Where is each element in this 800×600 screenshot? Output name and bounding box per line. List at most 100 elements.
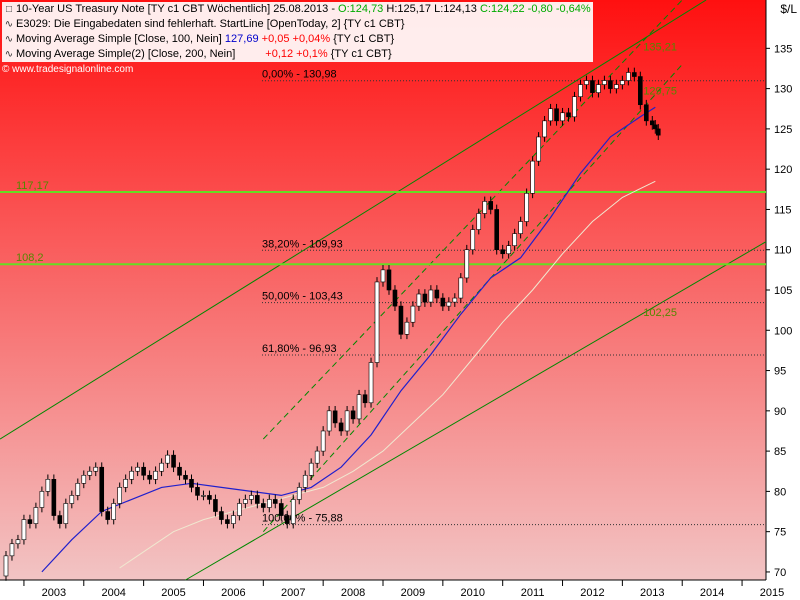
candle-body	[243, 499, 248, 504]
y-tick-label: 70	[774, 567, 786, 579]
candle-body	[290, 499, 296, 524]
candle-body	[15, 539, 21, 545]
fibonacci-label: 0,00% - 130,98	[262, 69, 337, 81]
candle-body	[374, 281, 380, 363]
candle-body	[608, 80, 613, 89]
legend-row-ma100[interactable]: ∿ Moving Average Simple [Close, 100, Nei…	[2, 32, 593, 47]
candle-body	[356, 394, 362, 420]
legend: □ 10-Year US Treasury Note [TY c1 CBT Wö…	[2, 2, 593, 77]
candle-body	[566, 112, 571, 118]
legend-row-error[interactable]: ∿ E3029: Die Eingabedaten sind fehlerhaf…	[2, 17, 593, 32]
ma200-change: +0,12 +0,1%	[265, 48, 328, 60]
candle-body	[398, 305, 404, 335]
x-tick-label: 2012	[580, 587, 604, 599]
candle-body	[135, 466, 140, 472]
candle-body	[626, 72, 631, 81]
candle-body	[261, 503, 266, 508]
y-tick-label: 135	[774, 43, 792, 55]
y-tick-label: 125	[774, 124, 792, 136]
candle-body	[452, 297, 458, 303]
candle-body	[368, 362, 374, 404]
horizontal-level-label: 108,2	[16, 252, 44, 264]
candle-body	[410, 305, 416, 323]
candle-body	[105, 511, 111, 520]
candle-body	[75, 483, 81, 496]
price-candles	[3, 67, 661, 581]
ma100-symbol: {TY c1 CBT}	[333, 33, 395, 45]
candle-body	[554, 108, 559, 122]
candle-body	[278, 503, 284, 516]
candle-body	[584, 80, 589, 85]
candle-body	[93, 466, 99, 472]
legend-row-ma200[interactable]: ∿ Moving Average Simple(2) [Close, 200, …	[2, 47, 593, 62]
candle-body	[470, 229, 476, 251]
candle-body	[177, 466, 182, 476]
fibonacci-label: 38,20% - 109,93	[262, 238, 343, 250]
candle-body	[123, 479, 128, 488]
candle-body	[195, 487, 200, 496]
ma100-line	[41, 106, 656, 573]
x-tick-label: 2005	[161, 587, 185, 599]
candle-body	[494, 209, 500, 251]
instrument-open: O:124,73	[338, 3, 384, 15]
candle-body	[266, 499, 272, 508]
candle-body	[530, 160, 535, 194]
candle-body	[81, 474, 87, 484]
channel-price-label: 135,21	[643, 42, 677, 54]
candle-body	[231, 515, 236, 524]
fibonacci-label: 100,00% - 75,88	[262, 513, 343, 525]
candle-body	[638, 76, 643, 106]
candle-body	[183, 474, 188, 480]
candle-body	[488, 201, 494, 210]
x-axis-panel	[0, 580, 766, 600]
candle-body	[308, 462, 314, 476]
channel-line-outer-upper	[0, 0, 707, 440]
ma100-value: 127,69	[224, 33, 259, 45]
candle-body	[614, 84, 619, 89]
fibonacci-label: 61,80% - 96,93	[262, 343, 337, 355]
candle-body	[422, 293, 428, 303]
x-tick-label: 2008	[341, 587, 365, 599]
candle-body	[45, 479, 51, 492]
channel-labels: 135,21 129,75 102,25	[643, 42, 677, 320]
instrument-close: C:124,22 -0,80 -0,64%	[479, 3, 591, 15]
candle-body	[596, 84, 601, 93]
y-tick-label: 115	[774, 204, 792, 216]
candle-body	[159, 462, 164, 472]
candle-body	[578, 84, 583, 97]
y-tick-label: 75	[774, 527, 786, 539]
fibonacci-levels: 0,00% - 130,98 38,20% - 109,93 50,00% - 10…	[262, 69, 766, 526]
y-tick-label: 80	[774, 486, 786, 498]
candle-body	[141, 466, 146, 476]
candle-body	[500, 249, 505, 255]
y-tick-label: 105	[774, 285, 792, 297]
candle-body	[249, 495, 254, 500]
candle-body	[518, 221, 523, 234]
ma200-symbol: {TY c1 CBT}	[330, 48, 392, 60]
candle-body	[458, 277, 464, 299]
y-tick-label: 110	[774, 245, 792, 257]
channel-price-label: 129,75	[643, 86, 677, 98]
candle-body	[189, 479, 194, 488]
candle-body	[548, 108, 553, 122]
candle-body	[237, 503, 242, 516]
candle-body	[111, 503, 117, 520]
candle-body	[21, 519, 27, 541]
ma200-label: Moving Average Simple(2) [Close, 200, Ne…	[16, 48, 236, 60]
indicator-line-icon: ∿	[4, 19, 14, 30]
channel-line-inner-lower	[262, 64, 683, 533]
candle-body	[153, 470, 158, 480]
candle-body	[434, 289, 440, 299]
candle-body	[27, 519, 33, 524]
x-tick-label: 2010	[461, 587, 485, 599]
y-axis-ticks: 70 75 80 85 90 95 100 105 110 115 120 125 130 135	[766, 43, 792, 579]
candle-body	[506, 245, 511, 255]
candle-body	[99, 466, 105, 512]
x-tick-label: 2007	[281, 587, 305, 599]
legend-row-instrument[interactable]: □ 10-Year US Treasury Note [TY c1 CBT Wö…	[2, 2, 593, 17]
candle-body	[644, 104, 649, 122]
instrument-name: 10-Year US Treasury Note [TY c1 CBT Wöch…	[16, 3, 271, 15]
y-tick-label: 90	[774, 406, 786, 418]
candle-body	[572, 96, 577, 118]
